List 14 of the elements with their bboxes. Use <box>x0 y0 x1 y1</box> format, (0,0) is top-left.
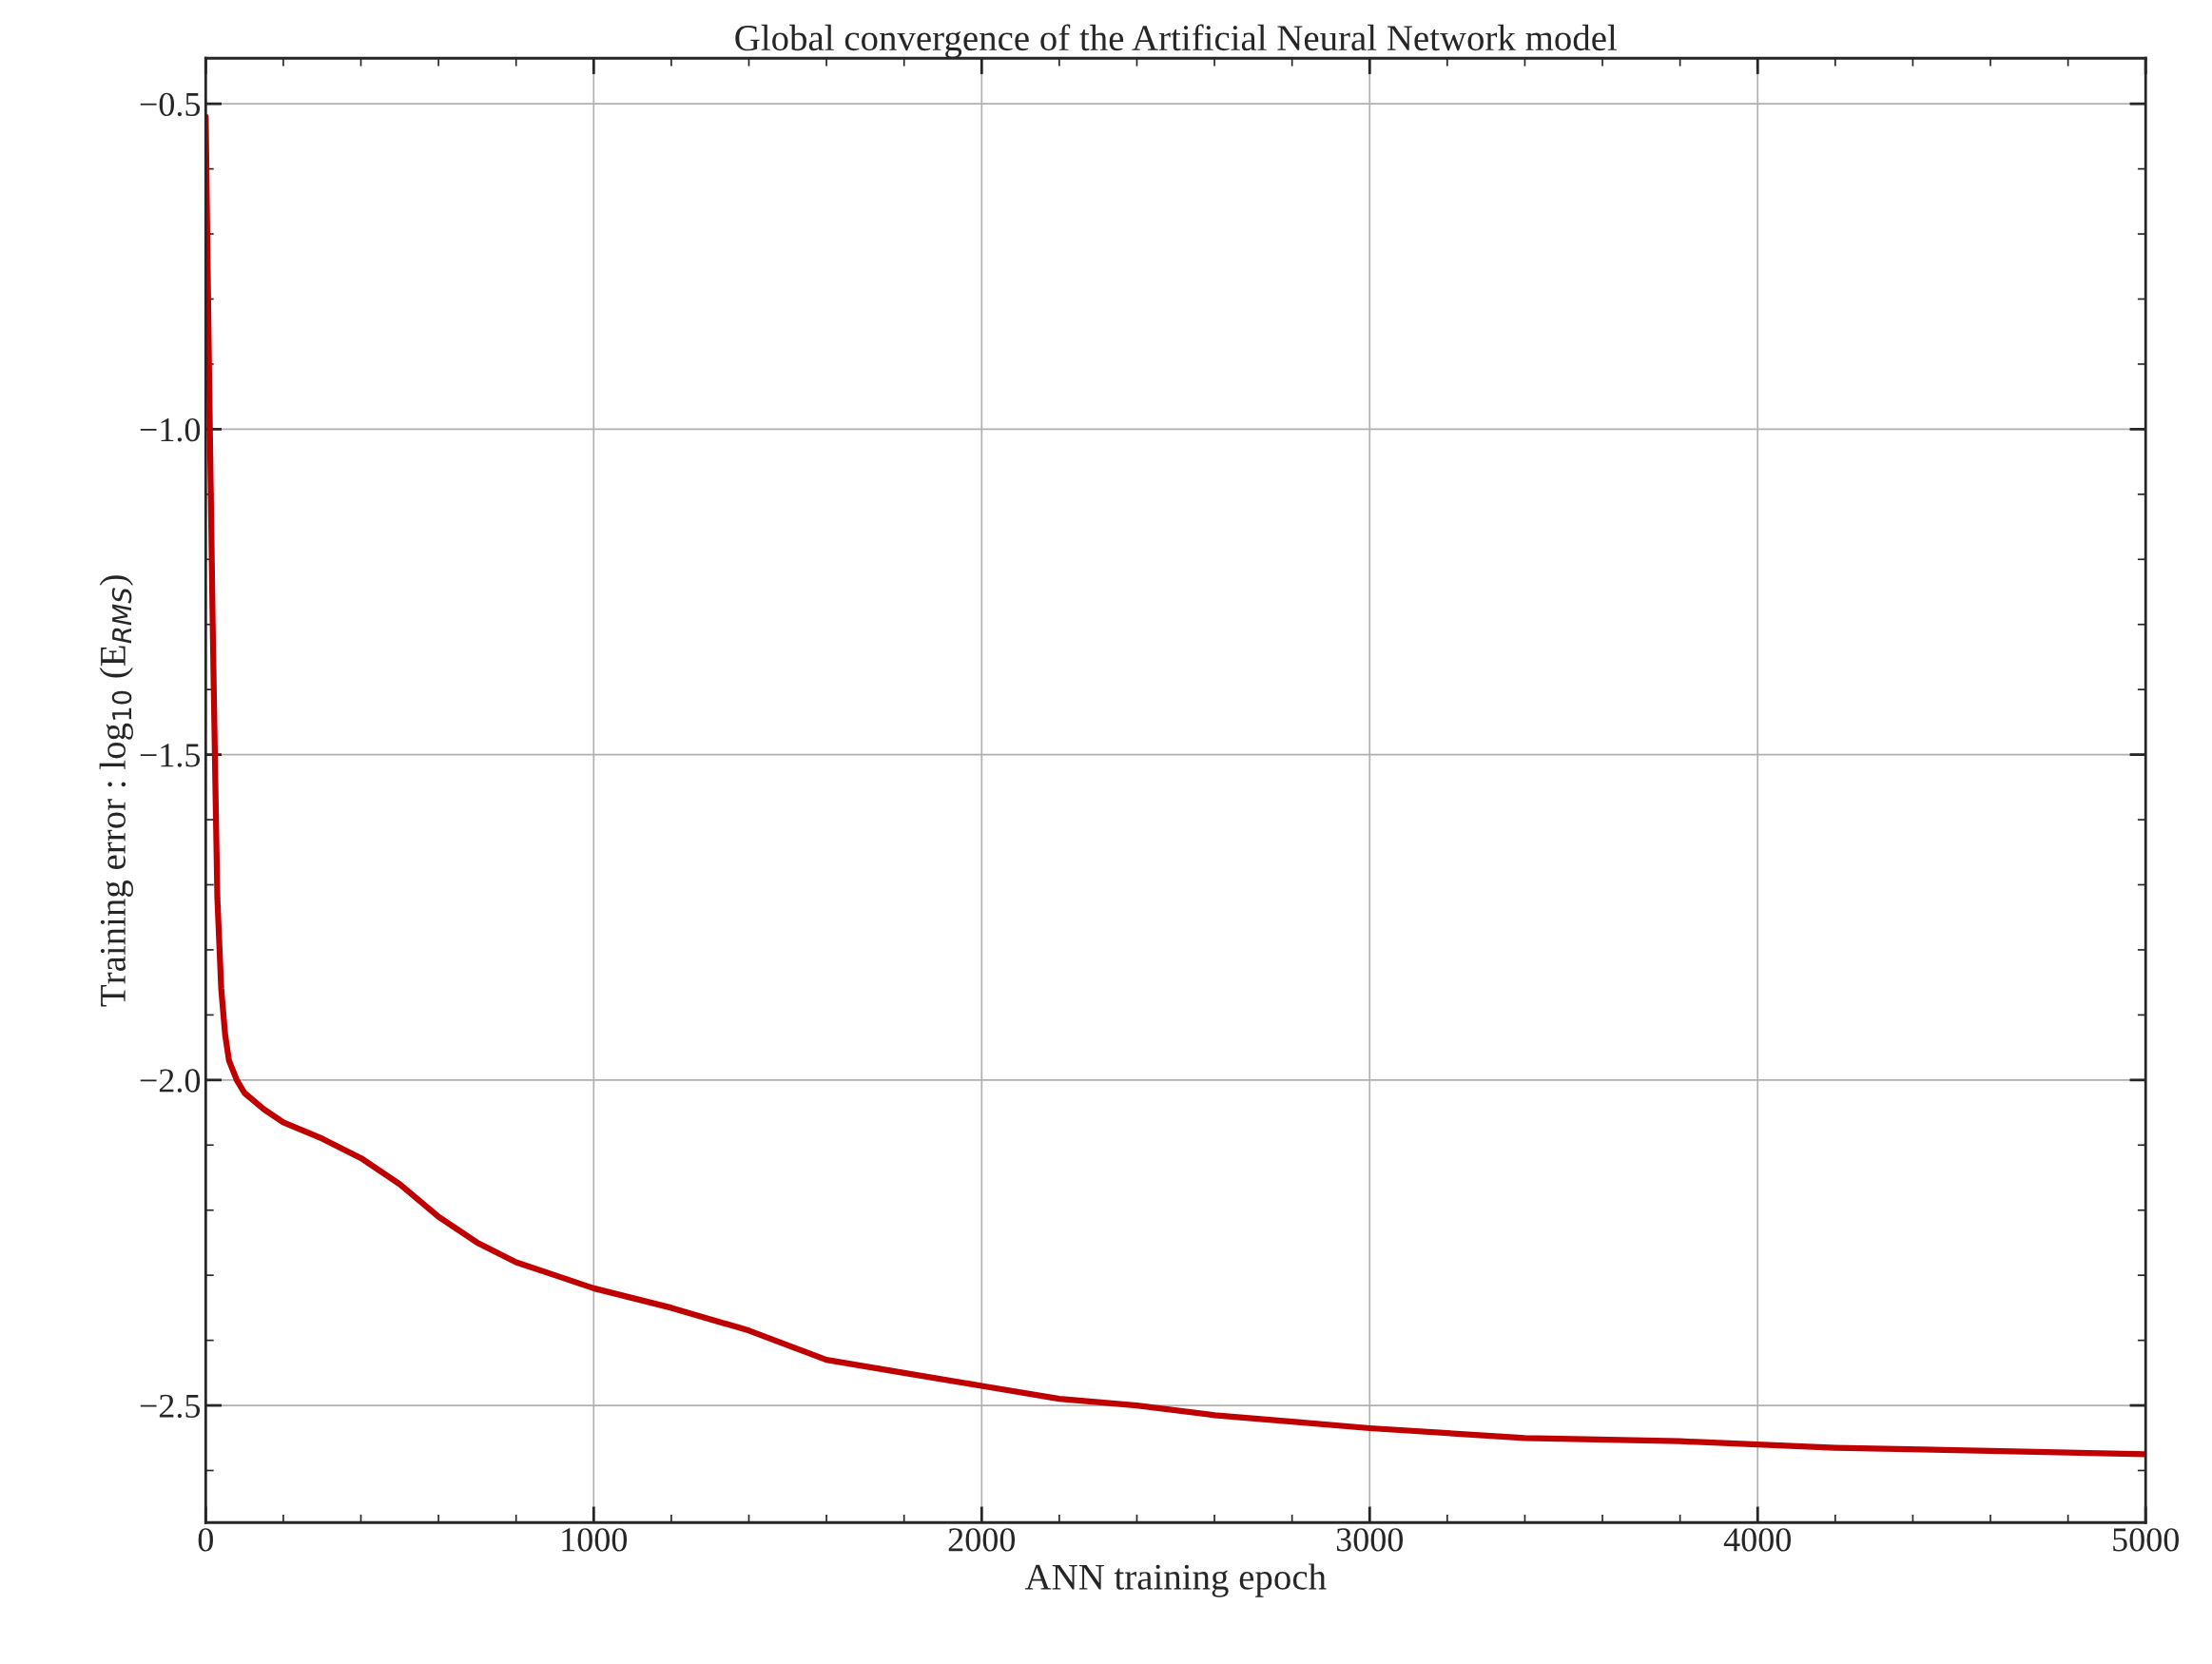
x-tick-label: 5000 <box>2113 1528 2179 1552</box>
x-tick-label: 1000 <box>562 1528 628 1552</box>
chart-title: Global convergence of the Artificial Neural Network model <box>735 24 1618 59</box>
x-axis-title: ANN training epoch <box>1024 1563 1327 1597</box>
x-tick-label: 3000 <box>1336 1528 1403 1552</box>
x-tick-label: 0 <box>198 1528 213 1552</box>
y-tick-label: −1.5 <box>140 744 201 767</box>
x-tick-label: 2000 <box>948 1528 1016 1552</box>
y-tick-label: −0.5 <box>140 92 201 117</box>
y-tick-label: −2.0 <box>140 1069 201 1093</box>
y-axis-title: Training error : log$_{10}$ (E$_{RMS}$) <box>99 575 133 1007</box>
x-tick-label: 4000 <box>1723 1528 1791 1552</box>
y-tick-label: −1.0 <box>140 417 201 442</box>
y-tick-label: −2.5 <box>140 1394 201 1419</box>
